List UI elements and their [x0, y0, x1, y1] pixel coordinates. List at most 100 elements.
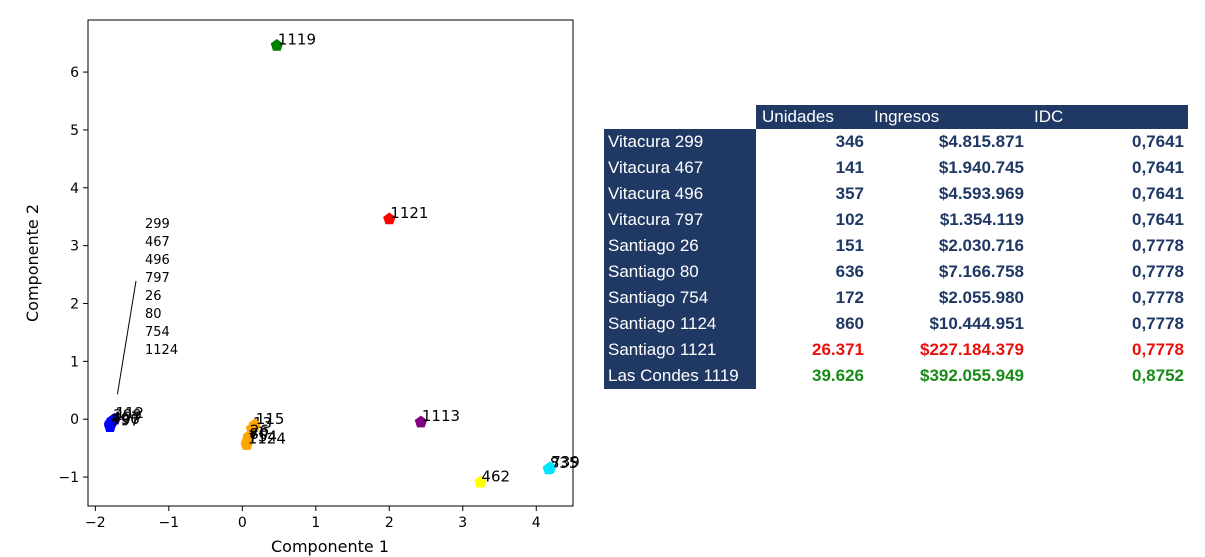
row-idc: 0,8752: [1132, 366, 1184, 385]
table-row: Santiago 1121 26.371 $227.184.379 0,7778: [604, 337, 1188, 363]
y-axis-title: Componente 2: [23, 204, 42, 322]
y-tick-label: 1: [70, 354, 79, 370]
y-tick-label: 0: [70, 412, 79, 428]
row-unidades: 141: [835, 158, 864, 177]
data-point-label: 1124: [248, 430, 286, 448]
plot-frame: [87, 19, 574, 507]
row-ingresos: $1.940.745: [938, 158, 1024, 177]
header-ingresos: Ingresos: [868, 105, 1028, 129]
x-tick-label: 1: [311, 515, 320, 531]
row-ingresos: $7.166.758: [938, 262, 1024, 281]
table-row: Vitacura 797 102 $1.354.119 0,7641: [604, 207, 1188, 233]
annotation-line: 754: [145, 325, 170, 340]
data-point: [474, 475, 487, 488]
data-point-label: 1119: [278, 30, 316, 48]
row-idc: 0,7778: [1132, 340, 1184, 359]
table-row: Santiago 26 151 $2.030.716 0,7778: [604, 233, 1188, 259]
x-tick-label: 0: [238, 515, 247, 531]
row-name: Santiago 1121: [604, 337, 756, 363]
row-ingresos: $10.444.951: [929, 314, 1024, 333]
y-tick-label: 6: [70, 65, 79, 81]
annotation-line: 299: [145, 217, 170, 232]
row-unidades: 26.371: [812, 340, 864, 359]
data-point: [248, 418, 261, 431]
row-unidades: 357: [835, 184, 864, 203]
table-body: Vitacura 299 346 $4.815.871 0,7641 Vitacura …: [604, 129, 1188, 389]
x-tick-label: 3: [458, 515, 467, 531]
data-point: [103, 420, 117, 432]
x-tick-label: 4: [532, 515, 541, 531]
row-name: Vitacura 299: [604, 129, 756, 155]
results-table: Unidades Ingresos IDC Vitacura 299 346 $4.…: [604, 105, 1188, 389]
data-point-label: 80: [249, 425, 268, 443]
row-idc: 0,7641: [1132, 158, 1184, 177]
annotation-label-list: 299 467 496 797 26 80 754 1124: [145, 217, 178, 358]
annotation-line: 496: [145, 253, 170, 268]
x-axis-title: Componente 1: [271, 537, 389, 556]
data-point: [414, 415, 428, 428]
x-axis-ticks: −2 −1 0 1 2 3 4: [85, 506, 541, 531]
row-idc: 0,7641: [1132, 132, 1184, 151]
row-unidades: 346: [835, 132, 864, 151]
table-row: Santiago 1124 860 $10.444.951 0,7778: [604, 311, 1188, 337]
data-point: [270, 39, 283, 51]
annotation-arrow: [116, 280, 137, 395]
data-point-label: 462: [481, 467, 510, 485]
table-row: Las Condes 1119 39.626 $392.055.949 0,8752: [604, 363, 1188, 389]
row-unidades: 636: [835, 262, 864, 281]
row-name: Santiago 754: [604, 285, 756, 311]
data-point-label: 1113: [422, 407, 460, 425]
row-ingresos: $4.593.969: [938, 184, 1024, 203]
data-point-label: 797: [111, 412, 140, 430]
row-name: Vitacura 797: [604, 207, 756, 233]
row-idc: 0,7641: [1132, 210, 1184, 229]
x-tick-label: −2: [85, 515, 106, 531]
table-row: Vitacura 496 357 $4.593.969 0,7641: [604, 181, 1188, 207]
y-tick-label: 4: [70, 181, 79, 197]
header-unidades: Unidades: [756, 105, 868, 129]
y-tick-label: 3: [70, 239, 79, 255]
table-row: Vitacura 299 346 $4.815.871 0,7641: [604, 129, 1188, 155]
row-idc: 0,7778: [1132, 314, 1184, 333]
table-row: Santiago 80 636 $7.166.758 0,7778: [604, 259, 1188, 285]
data-point-label: 754: [248, 427, 277, 445]
row-idc: 0,7778: [1132, 262, 1184, 281]
row-name: Santiago 26: [604, 233, 756, 259]
row-idc: 0,7778: [1132, 288, 1184, 307]
data-point-label: 1121: [390, 204, 428, 222]
table-row: Vitacura 467 141 $1.940.745 0,7641: [604, 155, 1188, 181]
row-idc: 0,7778: [1132, 236, 1184, 255]
row-idc: 0,7641: [1132, 184, 1184, 203]
row-name: Vitacura 467: [604, 155, 756, 181]
row-name: Vitacura 496: [604, 181, 756, 207]
row-unidades: 39.626: [812, 366, 864, 385]
annotation-line: 797: [145, 271, 170, 286]
data-point-label: 112: [115, 404, 144, 422]
row-ingresos: $1.354.119: [939, 210, 1024, 229]
data-point: [544, 461, 557, 474]
y-tick-label: 5: [70, 123, 79, 139]
data-point-label: 835: [550, 454, 579, 472]
data-point-label: 467: [112, 408, 141, 426]
x-tick-label: −1: [159, 515, 180, 531]
y-tick-label: 2: [70, 297, 79, 313]
annotation-line: 80: [145, 307, 162, 322]
annotation-line: 26: [145, 289, 162, 304]
row-ingresos: $2.030.716: [938, 236, 1024, 255]
row-name: Las Condes 1119: [604, 363, 756, 389]
header-idc: IDC: [1028, 105, 1188, 129]
data-point: [240, 438, 253, 450]
row-name: Santiago 1124: [604, 311, 756, 337]
row-unidades: 172: [835, 288, 864, 307]
row-unidades: 102: [835, 210, 864, 229]
table-row: Santiago 754 172 $2.055.980 0,7778: [604, 285, 1188, 311]
data-point-label: 739: [551, 453, 580, 471]
row-ingresos: $2.055.980: [938, 288, 1024, 307]
x-tick-label: 2: [385, 515, 394, 531]
data-point: [383, 212, 396, 225]
row-ingresos: $392.055.949: [920, 366, 1024, 385]
data-point-label: 26: [250, 422, 269, 440]
data-point-label: 496: [111, 410, 140, 428]
